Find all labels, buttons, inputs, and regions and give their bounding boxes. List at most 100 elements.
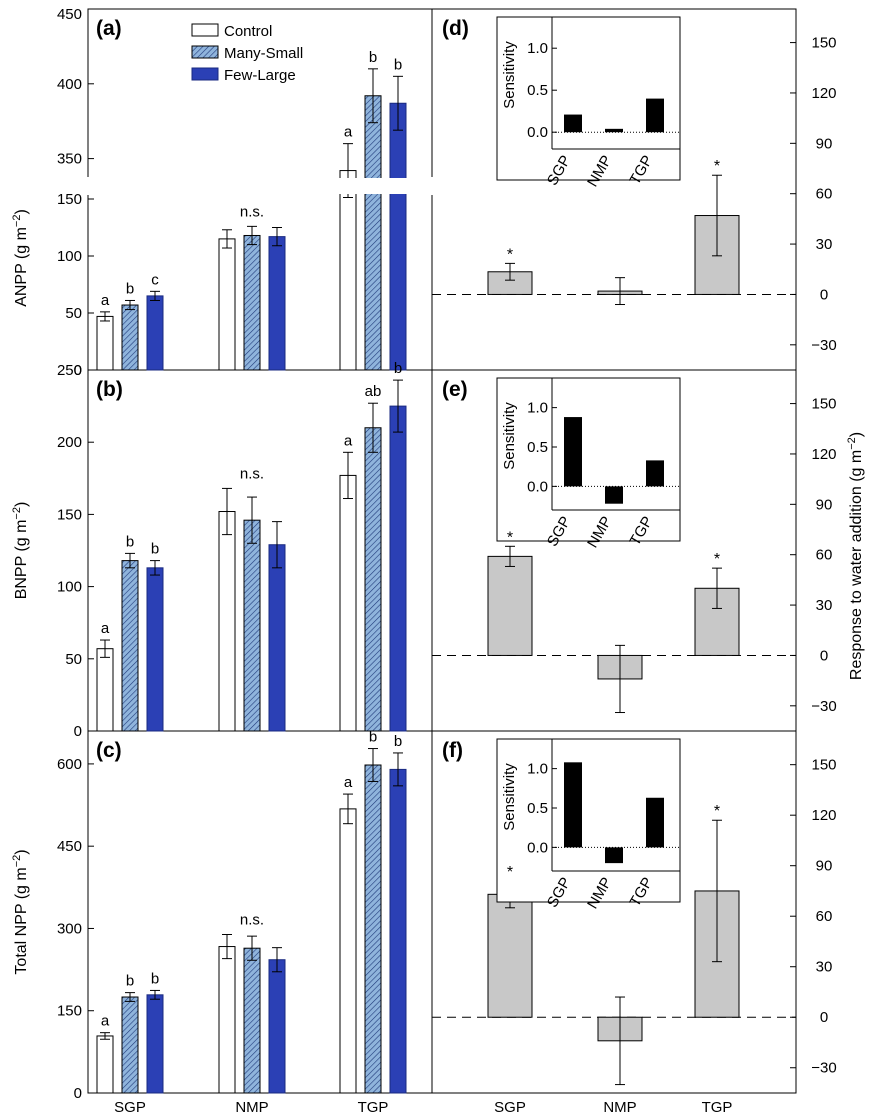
bar-few-large — [268, 959, 286, 1094]
y-tick-label: 350 — [57, 151, 82, 168]
y-tick-label-right: 30 — [816, 959, 833, 976]
x-category-label: NMP — [235, 1099, 268, 1114]
sensitivity-bar — [564, 114, 582, 133]
significance-star: * — [714, 803, 720, 820]
legend-label: Few-Large — [224, 67, 296, 84]
x-category-label: NMP — [603, 1099, 636, 1114]
bar-many-small — [243, 234, 261, 371]
y-tick-label: 0 — [74, 362, 82, 379]
bar-many-small — [121, 560, 139, 732]
bar-few-large — [146, 567, 164, 732]
y-tick-label-right: 0 — [820, 647, 828, 664]
axis-break-gap — [89, 178, 432, 194]
inset-y-tick-label: 0.5 — [527, 439, 548, 456]
significance-label: b — [126, 533, 134, 550]
bar-control — [218, 511, 236, 732]
bar-many-small — [121, 304, 139, 371]
bar-control — [339, 808, 357, 1094]
bar-few-large — [268, 544, 286, 732]
significance-label: b — [126, 280, 134, 297]
bar-control — [218, 238, 236, 371]
legend-swatch — [191, 45, 219, 59]
y-tick-label: 600 — [57, 756, 82, 773]
bar-many-small — [243, 519, 261, 732]
legend-swatch — [191, 23, 219, 37]
x-category-label: SGP — [494, 1099, 526, 1114]
x-category-label: TGP — [358, 1099, 389, 1114]
significance-label: b — [369, 49, 377, 66]
bar-few-large — [268, 236, 286, 371]
bar-many-small — [364, 95, 382, 371]
y-tick-label-right: 60 — [816, 547, 833, 564]
inset-frame — [496, 377, 681, 542]
y-tick-label: 450 — [57, 6, 82, 23]
significance-label: b — [151, 541, 159, 558]
sensitivity-bar — [646, 797, 664, 848]
significance-label: c — [151, 271, 159, 288]
bar-many-small — [364, 427, 382, 732]
inset-y-tick-label: 1.0 — [527, 40, 548, 57]
significance-label: n.s. — [240, 911, 264, 928]
y-tick-label-right: 30 — [816, 597, 833, 614]
significance-label: n.s. — [240, 203, 264, 220]
y-tick-label: 400 — [57, 76, 82, 93]
inset-y-tick-label: 0.5 — [527, 82, 548, 99]
sensitivity-bar — [605, 486, 623, 504]
response-bar — [487, 555, 533, 656]
bar-control — [96, 1035, 114, 1094]
bar-control — [96, 315, 114, 371]
significance-label: ab — [365, 383, 382, 400]
response-bar — [487, 893, 533, 1018]
sensitivity-bar — [564, 762, 582, 848]
significance-star: * — [507, 529, 513, 546]
inset-y-tick-label: 0.0 — [527, 124, 548, 141]
bar-few-large — [146, 994, 164, 1094]
significance-star: * — [714, 158, 720, 175]
y-tick-label-right: 120 — [811, 807, 836, 824]
y-axis-label: BNPP (g m−2) — [11, 502, 30, 600]
y-tick-label: 450 — [57, 838, 82, 855]
x-category-label: SGP — [114, 1099, 146, 1114]
significance-label: a — [344, 774, 353, 791]
chart-marks — [86, 8, 796, 1094]
significance-label: a — [344, 432, 353, 449]
bar-few-large — [389, 768, 407, 1094]
panel-label: (d) — [442, 17, 469, 40]
y-tick-label: 150 — [57, 1003, 82, 1020]
significance-label: b — [151, 970, 159, 987]
y-tick-label: 50 — [65, 305, 82, 322]
significance-label: a — [101, 620, 110, 637]
sensitivity-bar — [646, 98, 664, 133]
inset-y-tick-label: 0.0 — [527, 478, 548, 495]
y-tick-label: 300 — [57, 920, 82, 937]
inset-y-axis-label: Sensitivity — [501, 402, 518, 470]
significance-label: a — [344, 124, 353, 141]
y-tick-label: 0 — [74, 723, 82, 740]
sensitivity-bar — [605, 128, 623, 133]
y-tick-label: 100 — [57, 579, 82, 596]
y-tick-label-right: 90 — [816, 858, 833, 875]
bar-control — [339, 170, 357, 371]
significance-label: a — [101, 1013, 110, 1030]
significance-star: * — [714, 551, 720, 568]
bar-few-large — [146, 295, 164, 371]
sensitivity-bar — [564, 417, 582, 487]
panel-label: (e) — [442, 378, 468, 401]
legend-swatch — [191, 67, 219, 81]
legend-label: Many-Small — [224, 45, 303, 62]
panel-label: (b) — [96, 378, 123, 401]
legend-label: Control — [224, 23, 272, 40]
bar-many-small — [364, 764, 382, 1094]
inset-y-axis-label: Sensitivity — [501, 763, 518, 831]
inset-y-tick-label: 1.0 — [527, 761, 548, 778]
bar-many-small — [121, 996, 139, 1094]
significance-label: b — [394, 733, 402, 750]
sensitivity-bar — [646, 460, 664, 487]
y-tick-label-right: 90 — [816, 135, 833, 152]
panel-label: (a) — [96, 17, 122, 40]
y-tick-label-right: 60 — [816, 186, 833, 203]
inset-y-tick-label: 0.0 — [527, 839, 548, 856]
panel-label: (c) — [96, 739, 122, 762]
significance-label: n.s. — [240, 465, 264, 482]
significance-label: b — [394, 360, 402, 377]
